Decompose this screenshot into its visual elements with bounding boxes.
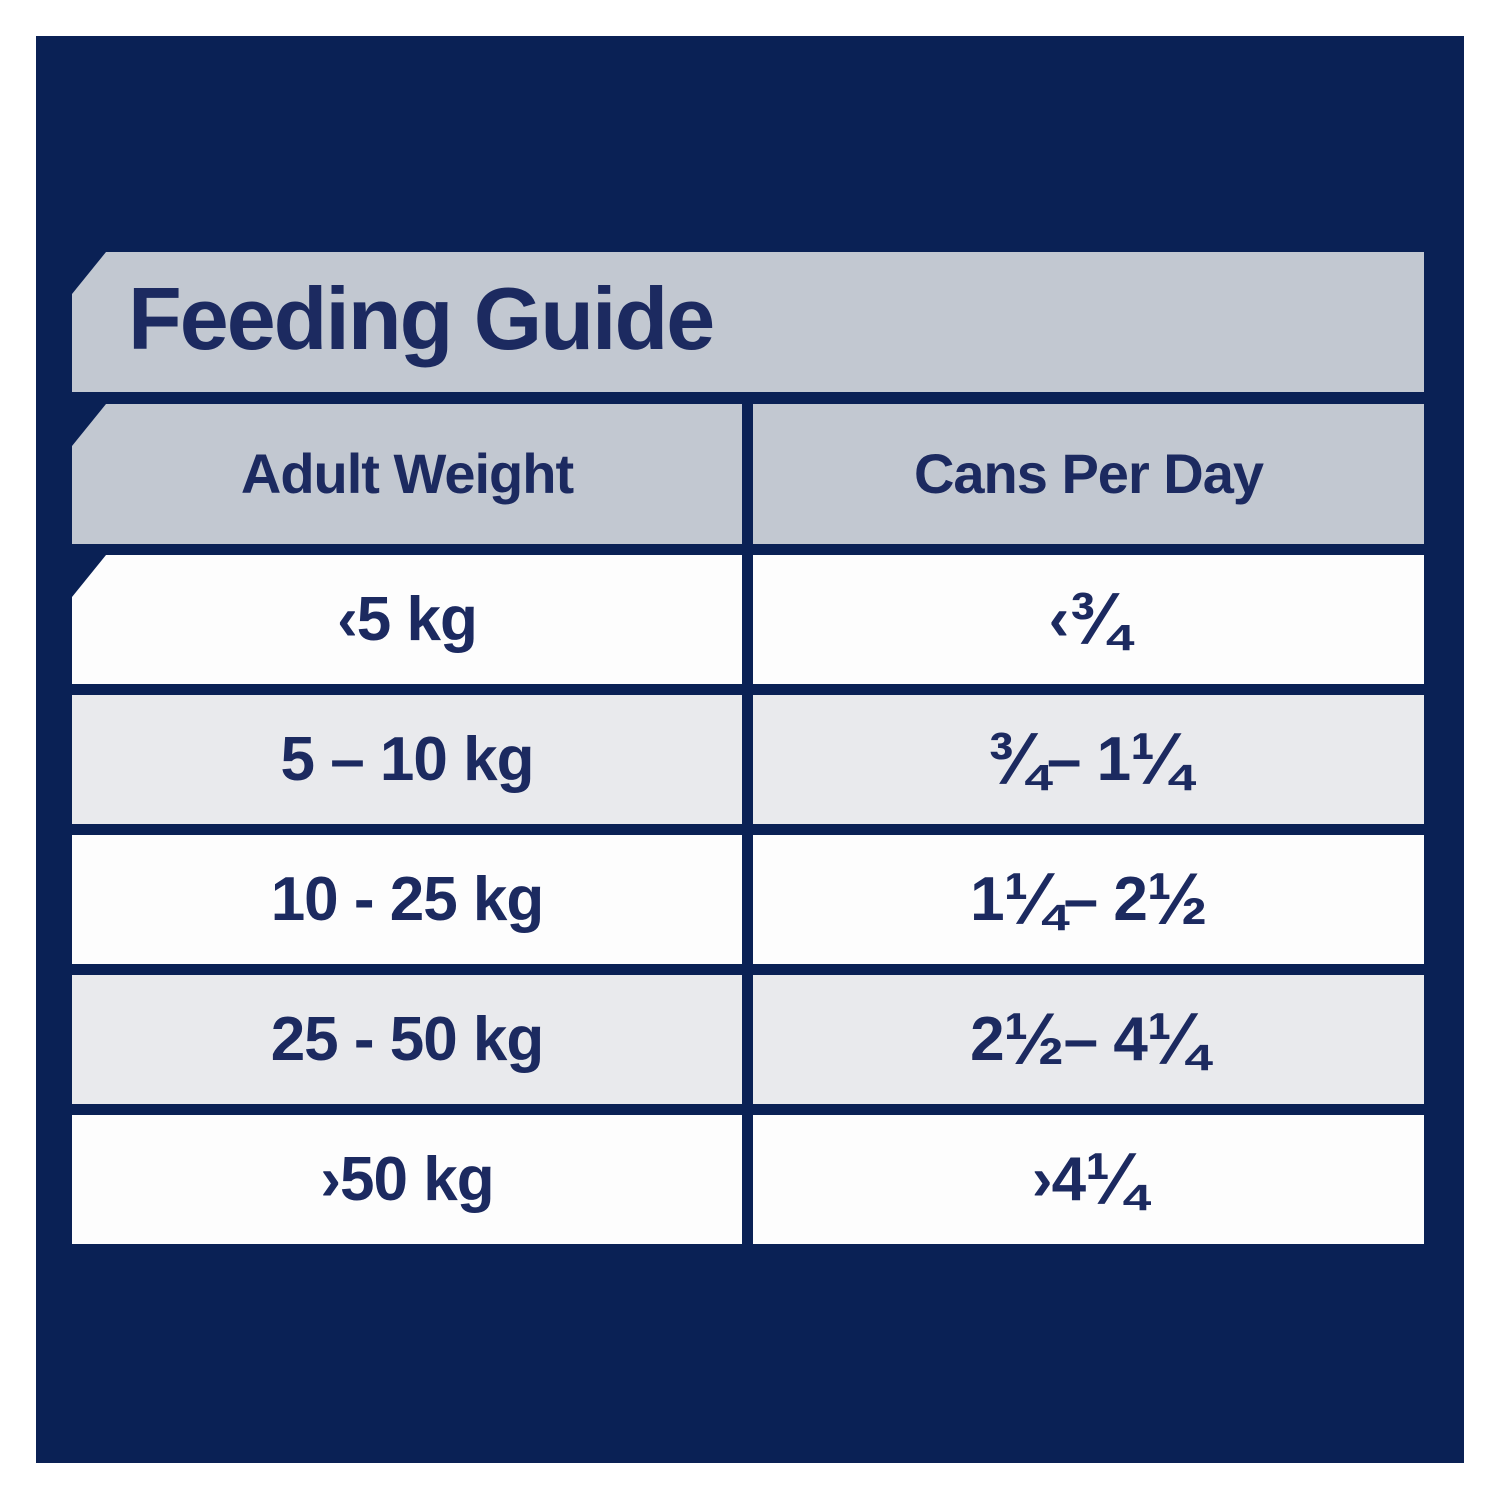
cans-per-day-cell: 1 ¼ – 2 ½ — [753, 835, 1424, 964]
cans-per-day-cell: ¾ – 1 ¼ — [753, 695, 1424, 824]
adult-weight-cell: 25 - 50 kg — [72, 975, 742, 1104]
column-header-cans-per-day: Cans Per Day — [753, 404, 1424, 544]
column-header-adult-weight: Adult Weight — [72, 404, 742, 544]
table-row-3: 10 - 25 kg 1 ¼ – 2 ½ — [72, 835, 1424, 964]
feeding-guide-table: Adult Weight Cans Per Day ‹5 kg ‹ ¾ 5 – 1… — [72, 404, 1424, 1244]
table-header-row: Adult Weight Cans Per Day — [72, 404, 1424, 544]
adult-weight-cell: 10 - 25 kg — [72, 835, 742, 964]
cans-per-day-cell: ›4 ¼ — [753, 1115, 1424, 1244]
table-row-2: 5 – 10 kg ¾ – 1 ¼ — [72, 695, 1424, 824]
adult-weight-cell: 5 – 10 kg — [72, 695, 742, 824]
feeding-guide-panel: Feeding Guide Adult Weight Cans Per Day … — [36, 36, 1464, 1463]
feeding-guide-title: Feeding Guide — [128, 269, 715, 368]
table-row-1: ‹5 kg ‹ ¾ — [72, 555, 1424, 684]
adult-weight-cell: ‹5 kg — [72, 555, 742, 684]
cans-per-day-cell: ‹ ¾ — [753, 555, 1424, 684]
feeding-guide-title-banner: Feeding Guide — [72, 252, 1424, 392]
table-row-4: 25 - 50 kg 2 ½ – 4 ¼ — [72, 975, 1424, 1104]
table-row-5: ›50 kg ›4 ¼ — [72, 1115, 1424, 1244]
cans-per-day-cell: 2 ½ – 4 ¼ — [753, 975, 1424, 1104]
adult-weight-cell: ›50 kg — [72, 1115, 742, 1244]
